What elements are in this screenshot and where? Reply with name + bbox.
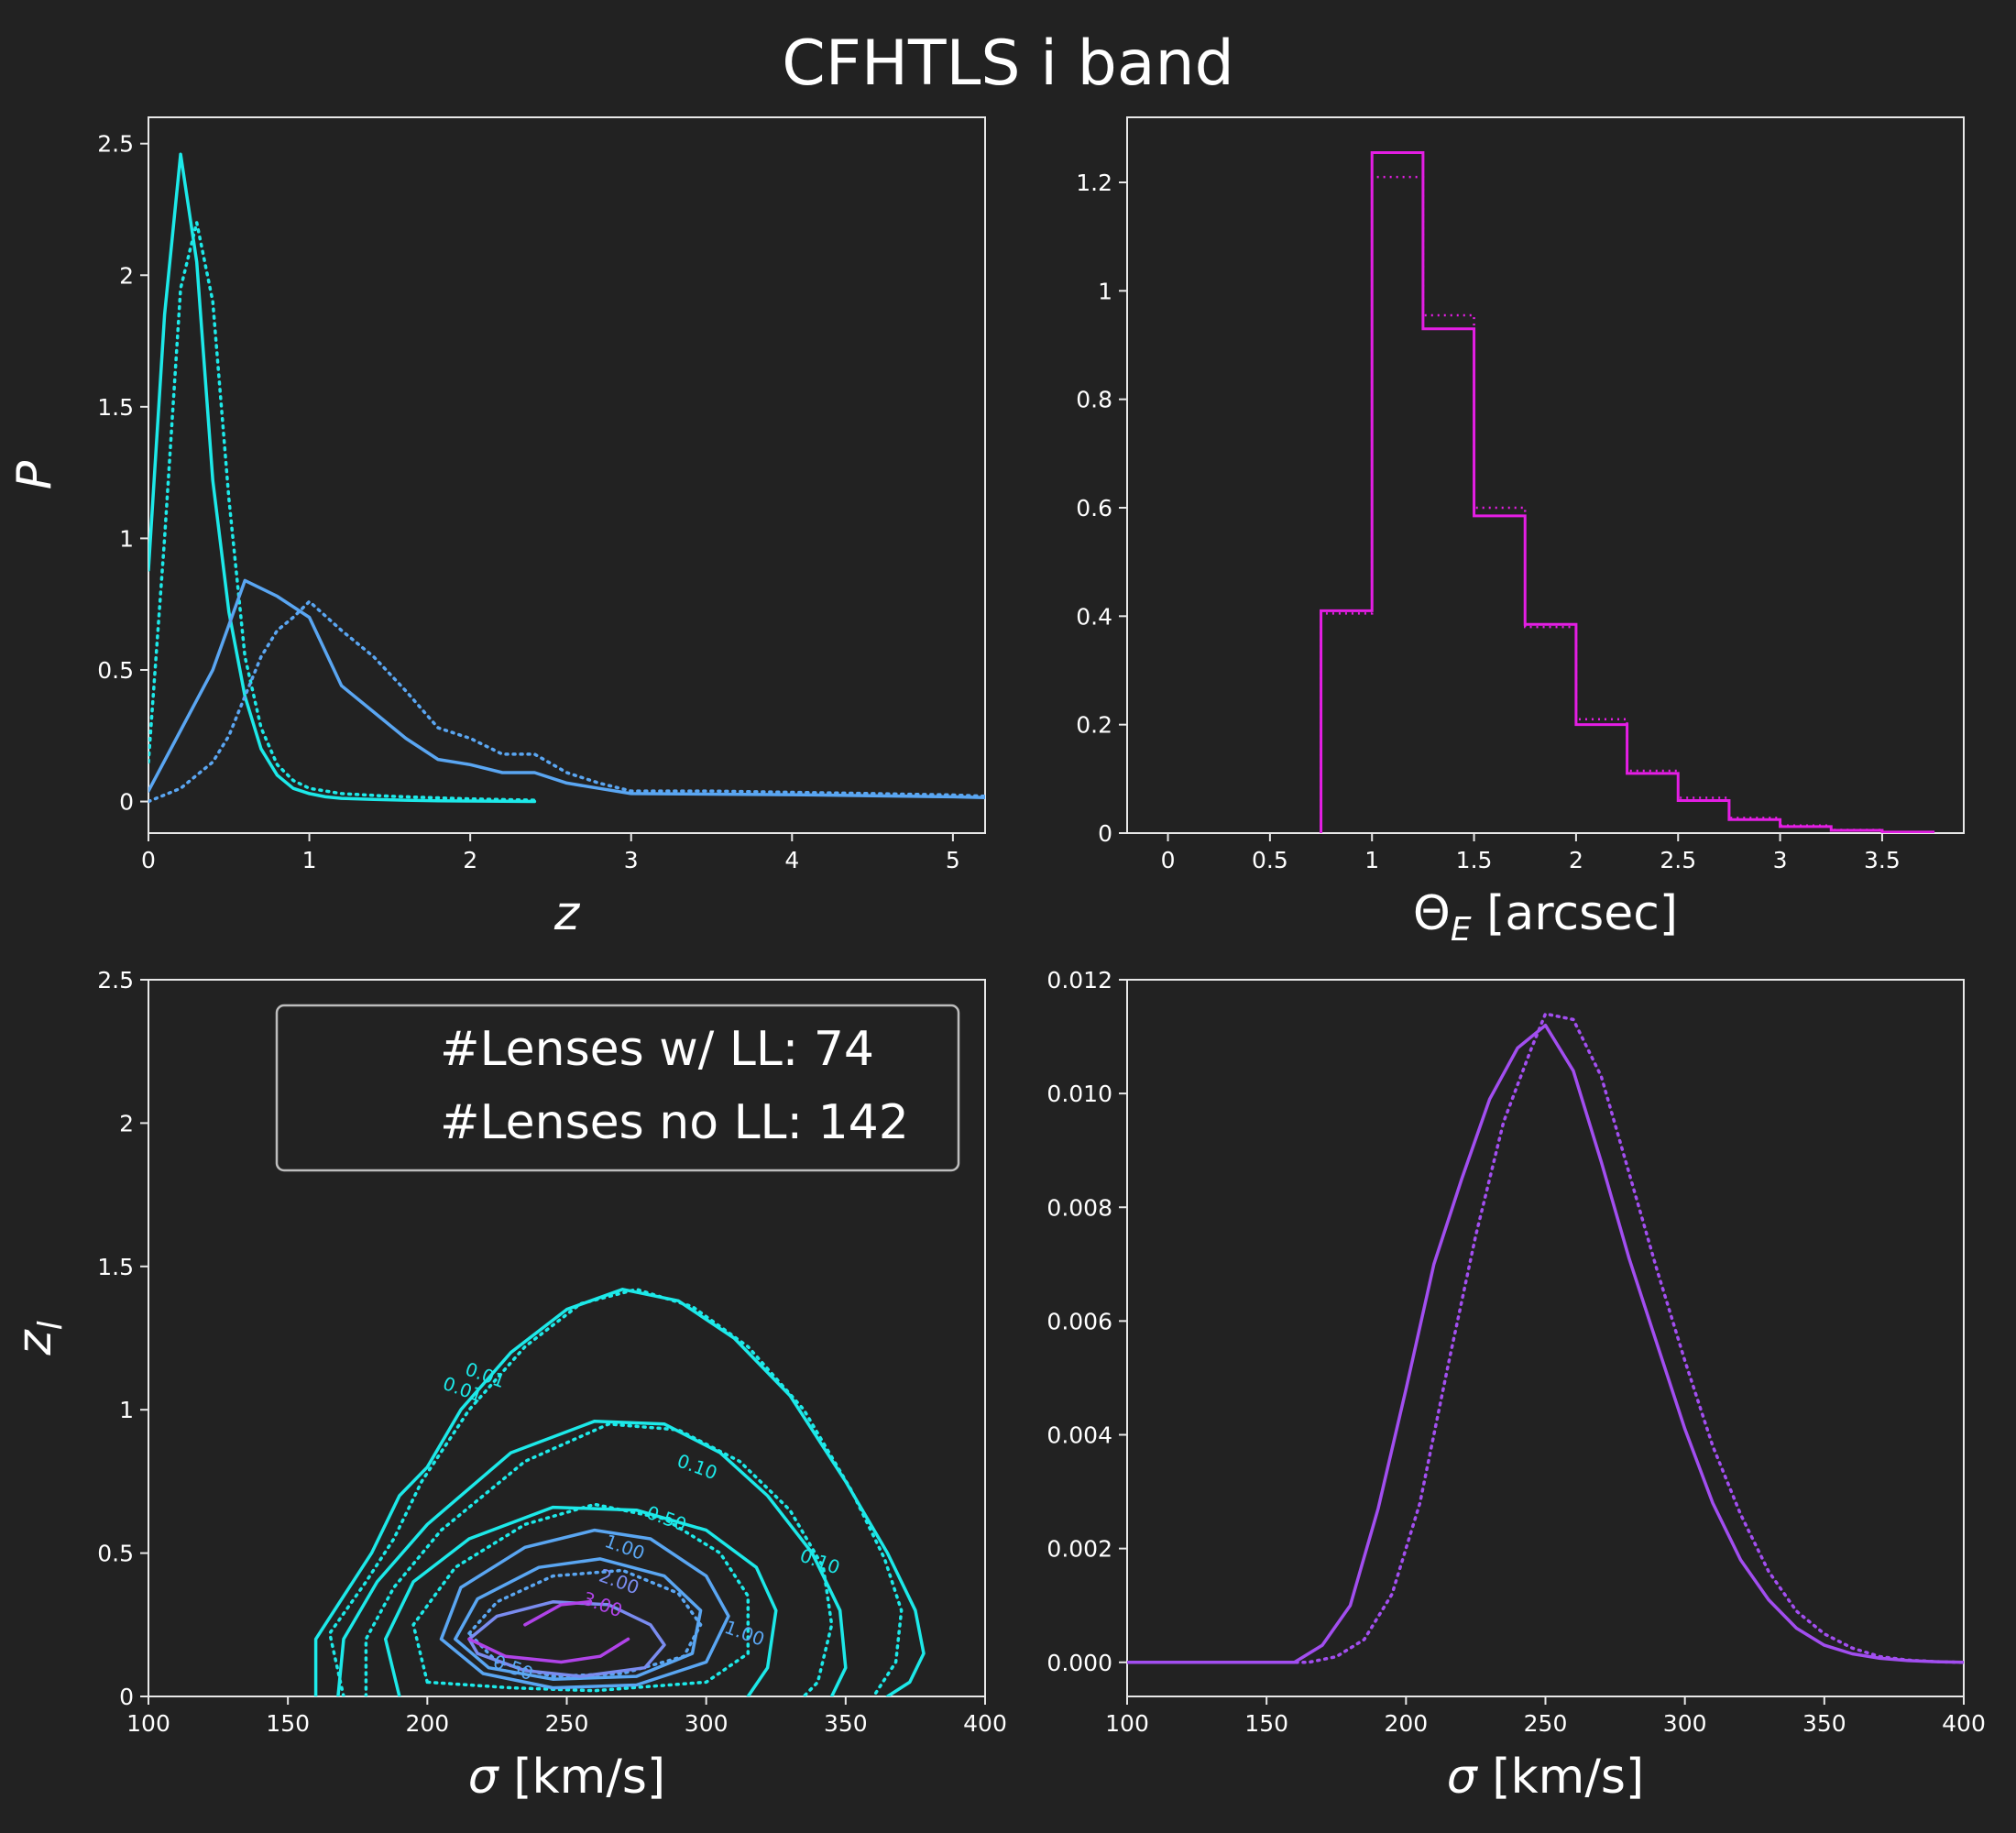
y-tick-label: 0.4	[1076, 603, 1112, 630]
contour-line-solid	[523, 1600, 591, 1627]
y-tick-label: 1.5	[97, 1254, 134, 1280]
y-tick-label: 0.004	[1046, 1422, 1112, 1449]
x-tick-label: 200	[405, 1710, 449, 1737]
x-tick-label: 1	[302, 847, 317, 873]
legend: #Lenses w/ LL: 74 #Lenses no LL: 142	[275, 1004, 960, 1172]
contour-line-dotted	[364, 1422, 834, 1696]
y-tick-label: 2	[119, 262, 134, 289]
panel-einstein-radius: 0 0.5 1 1.5 2 2.5 3 3.5 0 0.2 0.4 0.6 0.8 1 1.2 ΘE [arc…	[1076, 116, 1965, 949]
panel-sigma: 100 150 200 250 300 350 400 0.000 0.002 0.004 0.00…	[1046, 967, 1985, 1805]
y-tick-label: 0	[1098, 820, 1112, 847]
y-tick-label: 0.6	[1076, 495, 1112, 521]
y-tick-label: 0.000	[1046, 1650, 1112, 1676]
series-line-solid	[148, 578, 985, 799]
x-tick-label: 150	[266, 1710, 310, 1737]
axes-frame	[1126, 979, 1965, 1697]
x-tick-label: 1	[1364, 847, 1379, 873]
legend-entry: #Lenses w/ LL: 74	[440, 1022, 874, 1077]
y-tick-label: 2	[119, 1110, 134, 1136]
x-tick-label: 4	[784, 847, 799, 873]
plot-area	[313, 1288, 926, 1696]
x-tick-label: 150	[1244, 1710, 1288, 1737]
y-tick-label: 0	[119, 789, 134, 816]
contour-line-solid	[336, 1419, 848, 1696]
y-tick-label: 0.008	[1046, 1194, 1112, 1221]
x-tick-label: 400	[963, 1710, 1007, 1737]
x-tick-label: 2	[1569, 847, 1583, 873]
legend-entry: #Lenses no LL: 142	[440, 1095, 909, 1150]
contour-line-solid	[439, 1528, 730, 1690]
y-tick-label: 1	[1098, 278, 1112, 304]
x-tick-label: 250	[1524, 1710, 1568, 1737]
panel-sigma-zl-contours: 100 150 200 250 300 350 400 0 0.5 1 1.5 2 2.5 σ [km/s…	[7, 967, 1007, 1805]
axes-frame	[148, 116, 986, 834]
plot-area	[1320, 150, 1935, 833]
contour-line-dotted	[328, 1288, 904, 1696]
x-tick-label: 0	[141, 847, 156, 873]
x-tick-label: 0.5	[1252, 847, 1288, 873]
y-tick-label: 2.5	[97, 967, 134, 993]
series-line-solid	[148, 152, 537, 804]
contour-line-solid	[454, 1557, 703, 1681]
y-tick-label: 0.5	[97, 657, 134, 684]
plot-area	[1127, 1012, 1964, 1664]
axes-frame	[1126, 116, 1965, 834]
figure-title: CFHTLS i band	[782, 27, 1234, 100]
y-tick-label: 1	[119, 1397, 134, 1423]
contour-line-solid	[467, 1600, 666, 1678]
y-tick-label: 0.006	[1046, 1308, 1112, 1334]
x-tick-label: 100	[126, 1710, 170, 1737]
y-tick-label: 1	[119, 525, 134, 552]
y-axis-label: zl	[7, 1321, 70, 1356]
x-axis-label: ΘE [arcsec]	[1413, 886, 1678, 949]
y-tick-label: 0.2	[1076, 712, 1112, 739]
y-tick-label: 0.8	[1076, 387, 1112, 413]
x-tick-label: 2.5	[1660, 847, 1696, 873]
y-tick-label: 0	[119, 1684, 134, 1710]
y-axis-label: P	[7, 460, 62, 489]
series-line-solid	[1127, 1023, 1964, 1664]
series-line-dotted	[148, 221, 537, 802]
y-tick-label: 0.012	[1046, 967, 1112, 993]
y-tick-label: 0.002	[1046, 1536, 1112, 1563]
x-tick-label: 1.5	[1456, 847, 1493, 873]
contour-line-solid	[313, 1288, 926, 1696]
plot-area	[148, 152, 985, 804]
x-tick-label: 0	[1161, 847, 1176, 873]
x-tick-label: 3	[1773, 847, 1788, 873]
legend-box	[275, 1004, 960, 1172]
panel-redshift: 0 1 2 3 4 5 0 0.5 1 1.5 2 2.5 z P	[7, 116, 986, 941]
x-axis-label: z	[553, 886, 581, 941]
y-tick-label: 0.010	[1046, 1081, 1112, 1107]
y-tick-label: 1.2	[1076, 170, 1112, 196]
x-axis-label: σ [km/s]	[468, 1750, 665, 1805]
y-tick-label: 1.5	[97, 394, 134, 421]
x-tick-label: 300	[685, 1710, 729, 1737]
x-tick-label: 250	[545, 1710, 589, 1737]
x-tick-label: 5	[946, 847, 960, 873]
contour-line-dotted	[411, 1502, 751, 1693]
series-line-dotted	[1127, 1012, 1964, 1664]
y-tick-label: 2.5	[97, 131, 134, 158]
x-tick-label: 2	[463, 847, 477, 873]
y-tick-label: 0.5	[97, 1541, 134, 1567]
x-tick-label: 350	[824, 1710, 868, 1737]
x-axis-label: σ [km/s]	[1447, 1750, 1644, 1805]
x-tick-label: 100	[1105, 1710, 1149, 1737]
x-tick-label: 3.5	[1864, 847, 1901, 873]
x-tick-label: 350	[1802, 1710, 1846, 1737]
contour-line-solid	[383, 1505, 778, 1696]
x-tick-label: 400	[1942, 1710, 1986, 1737]
series-line-dotted	[148, 599, 985, 804]
x-tick-label: 200	[1384, 1710, 1428, 1737]
x-tick-label: 3	[624, 847, 639, 873]
x-tick-label: 300	[1663, 1710, 1707, 1737]
contour-line-solid	[467, 1637, 630, 1664]
